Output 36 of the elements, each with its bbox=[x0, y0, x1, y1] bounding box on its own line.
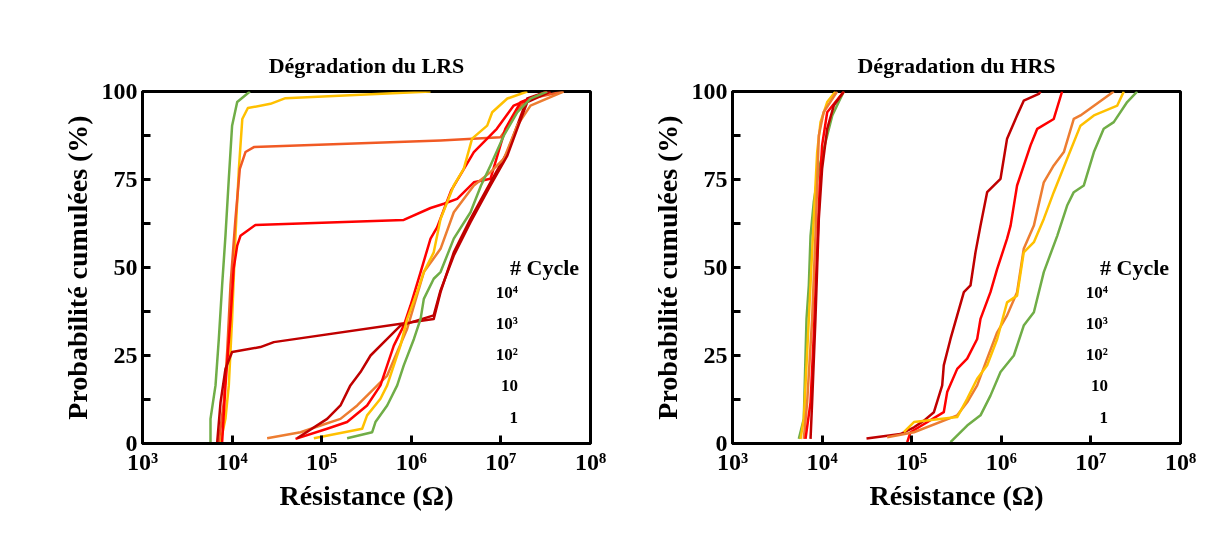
x-axis-title: Résistance (Ω) bbox=[279, 479, 454, 511]
annotation: 10² bbox=[1085, 345, 1108, 365]
y-tick-label: 100 bbox=[101, 78, 138, 104]
annotation: 10² bbox=[495, 345, 518, 365]
annotation: # Cycle bbox=[1100, 254, 1170, 280]
x-tick-label: 10⁷ bbox=[1075, 448, 1107, 475]
x-tick-label: 10⁸ bbox=[574, 448, 607, 475]
annotation: 10⁴ bbox=[1085, 282, 1108, 302]
annotation: 10 bbox=[500, 376, 518, 396]
y-tick-label: 25 bbox=[703, 342, 728, 368]
y-axis-title: Probabilité cumulées (%) bbox=[61, 115, 93, 420]
annotation: 10 bbox=[1090, 376, 1108, 396]
y-axis-title: Probabilité cumulées (%) bbox=[651, 115, 683, 420]
x-tick-label: 10⁵ bbox=[306, 448, 338, 475]
annotation: 10⁴ bbox=[495, 282, 518, 302]
x-tick-label: 10⁵ bbox=[896, 448, 928, 475]
annotation: 1 bbox=[509, 407, 518, 427]
x-tick-label: 10⁶ bbox=[985, 448, 1017, 475]
annotation: # Cycle bbox=[510, 254, 580, 280]
y-tick-label: 25 bbox=[113, 342, 138, 368]
x-tick-label: 10⁷ bbox=[485, 448, 517, 475]
chart-title: Dégradation du LRS bbox=[268, 52, 465, 78]
x-axis-title: Résistance (Ω) bbox=[869, 479, 1044, 511]
x-tick-label: 10⁴ bbox=[216, 448, 248, 475]
x-tick-label: 10⁶ bbox=[395, 448, 427, 475]
chart-title: Dégradation du HRS bbox=[857, 52, 1056, 78]
y-tick-label: 75 bbox=[113, 166, 138, 192]
annotation: 10³ bbox=[495, 313, 518, 333]
y-tick-label: 50 bbox=[703, 254, 728, 280]
y-tick-label: 50 bbox=[113, 254, 138, 280]
x-tick-label: 10⁴ bbox=[806, 448, 838, 475]
y-tick-label: 100 bbox=[691, 78, 728, 104]
annotation: 1 bbox=[1099, 407, 1108, 427]
annotation: 10³ bbox=[1085, 313, 1108, 333]
x-tick-label: 10⁸ bbox=[1164, 448, 1197, 475]
y-tick-label: 75 bbox=[703, 166, 728, 192]
